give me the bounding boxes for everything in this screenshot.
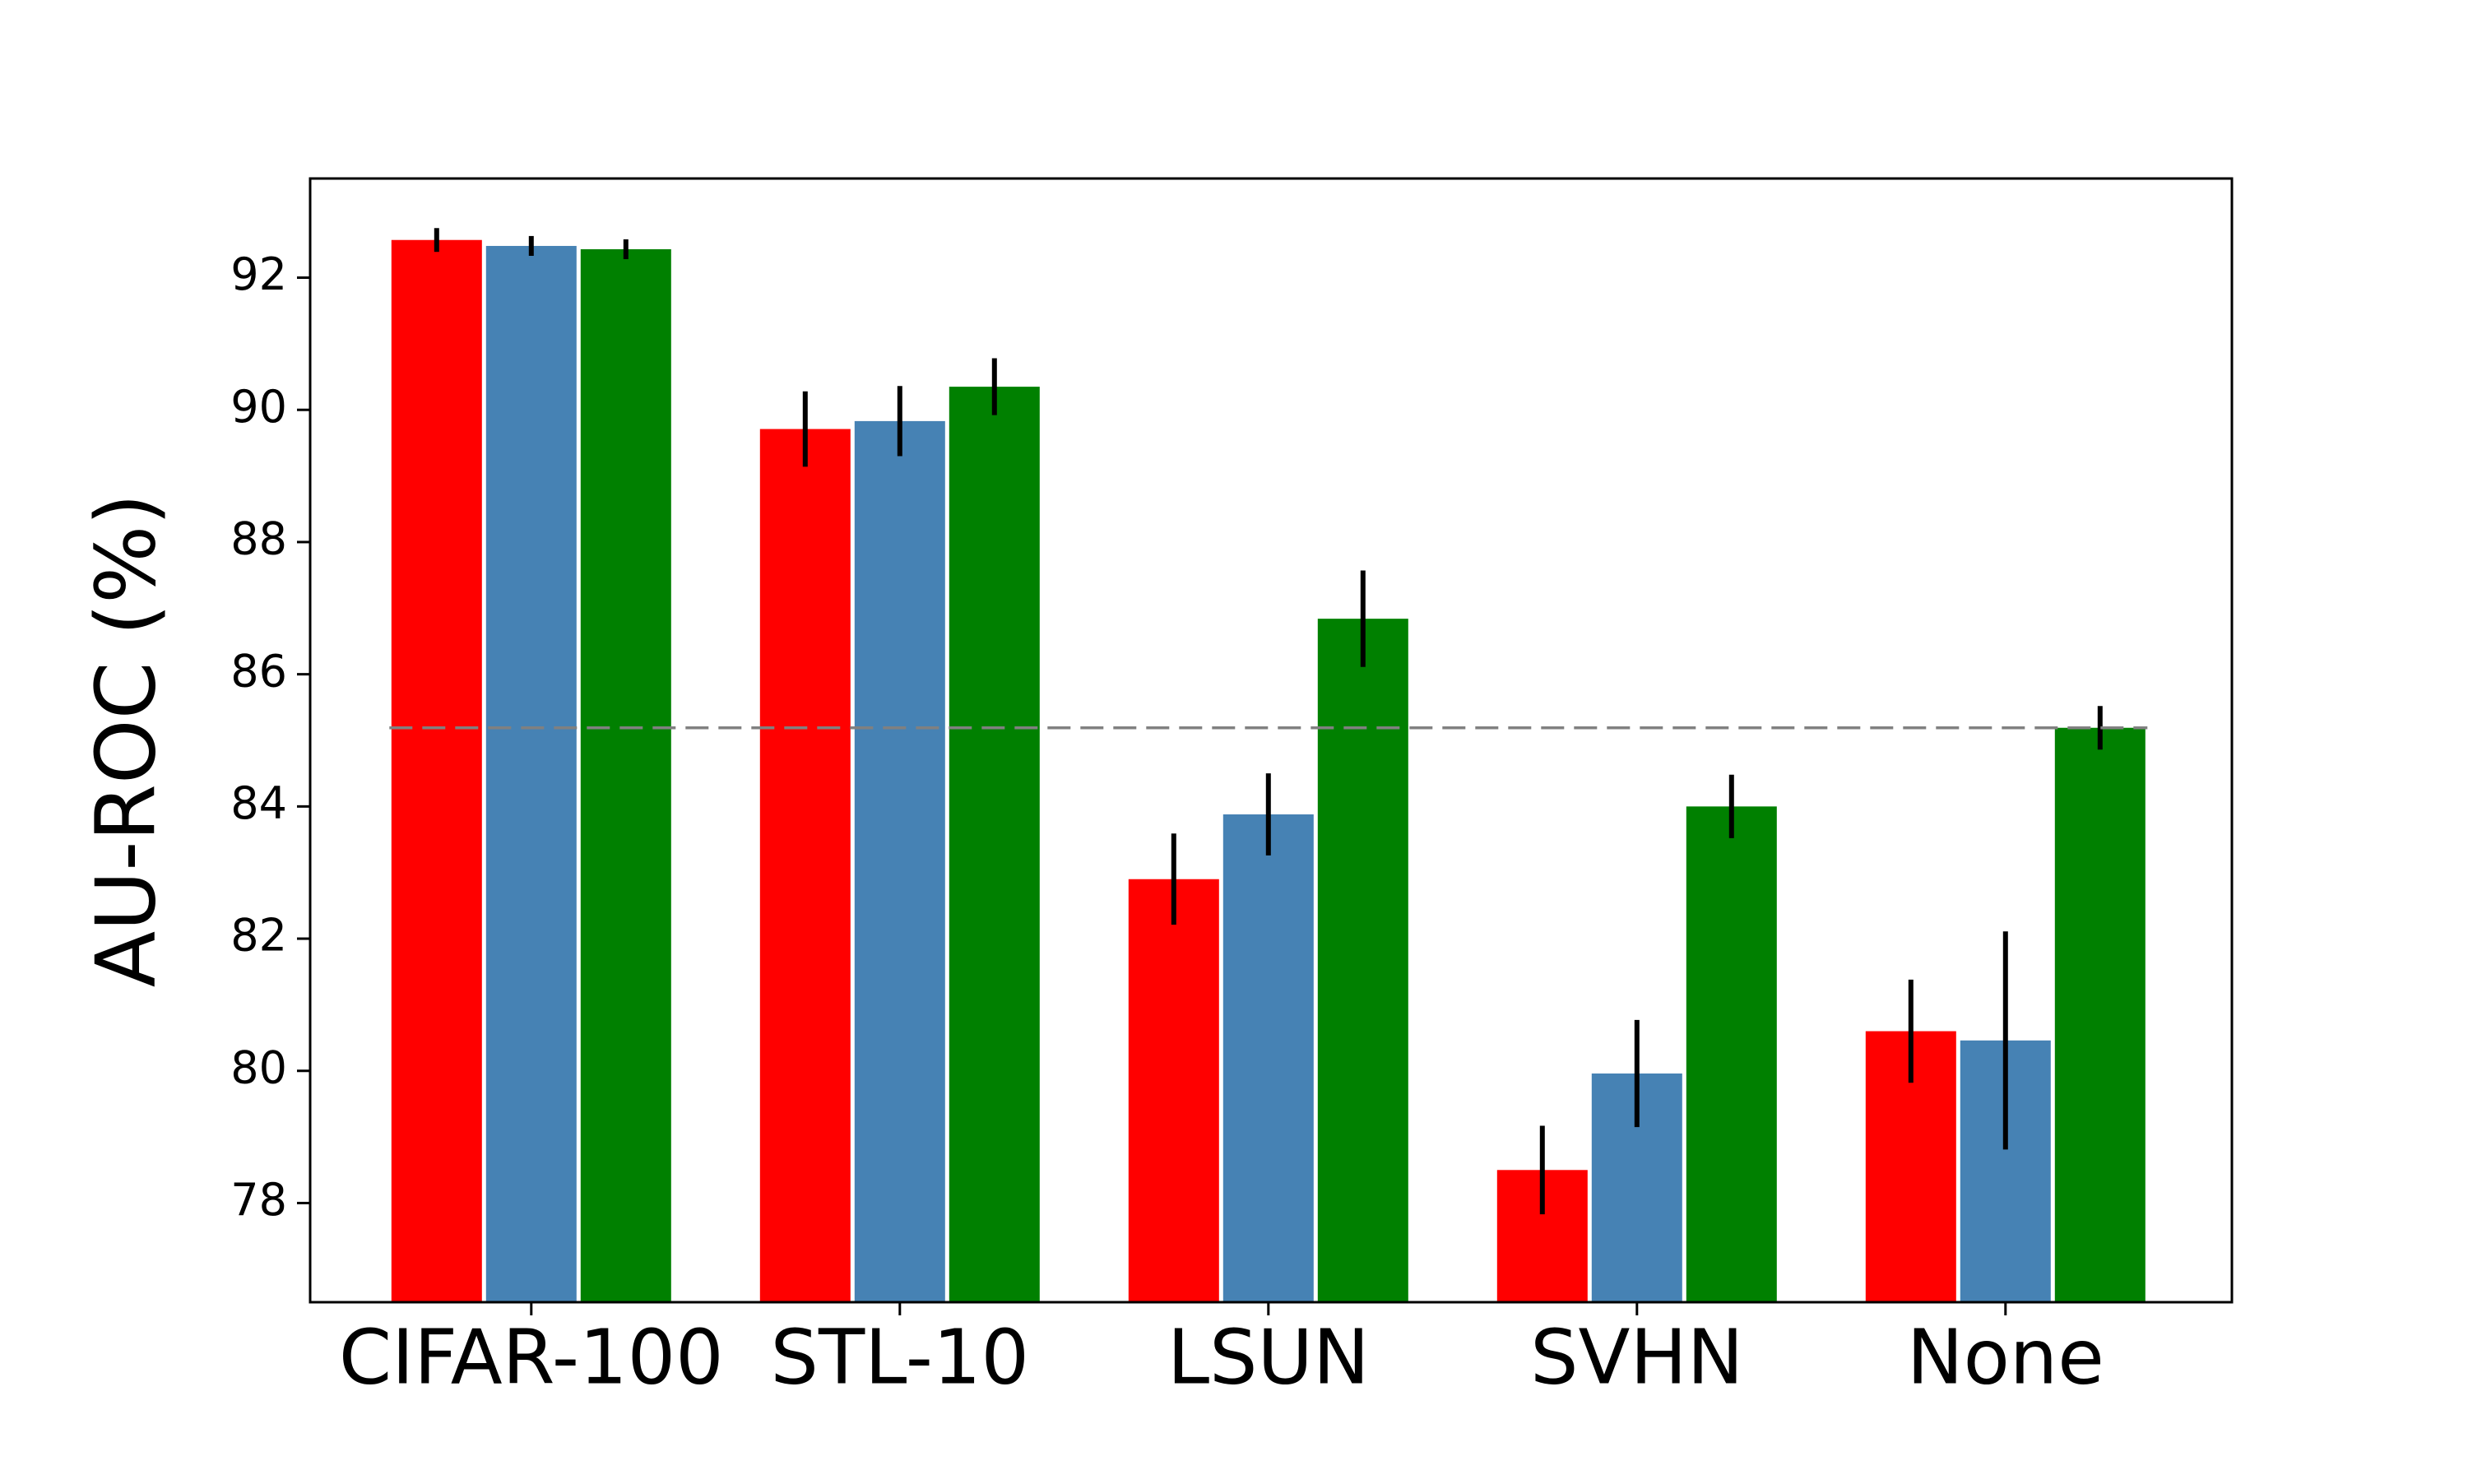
y-tick-label: 86 bbox=[230, 645, 287, 697]
bar bbox=[2054, 727, 2146, 1302]
plot-frame bbox=[308, 177, 2234, 1304]
bar bbox=[1317, 619, 1408, 1302]
x-tick-label: None bbox=[1907, 1313, 2104, 1401]
x-tick-label: CIFAR-100 bbox=[339, 1313, 724, 1401]
x-tick-label: LSUN bbox=[1167, 1313, 1370, 1401]
bar bbox=[485, 245, 577, 1303]
y-tick-label: 90 bbox=[230, 381, 287, 433]
y-tick-label: 92 bbox=[230, 248, 287, 300]
x-tick-label: STL-10 bbox=[771, 1313, 1030, 1401]
y-axis-label: AU-ROC (%) bbox=[77, 494, 174, 988]
y-tick-label: 78 bbox=[230, 1174, 287, 1226]
x-tick-label: SVHN bbox=[1530, 1313, 1743, 1401]
bar bbox=[391, 239, 482, 1302]
bar bbox=[580, 248, 671, 1302]
y-tick-label: 80 bbox=[230, 1041, 287, 1093]
y-tick-label: 88 bbox=[230, 513, 287, 565]
bar bbox=[1128, 879, 1219, 1302]
y-tick-label: 82 bbox=[230, 910, 287, 962]
bar bbox=[759, 429, 851, 1303]
bar bbox=[949, 387, 1040, 1302]
bar bbox=[854, 420, 945, 1303]
bar bbox=[1222, 814, 1314, 1302]
y-tick-label: 84 bbox=[230, 777, 287, 829]
bar bbox=[1686, 806, 1777, 1302]
